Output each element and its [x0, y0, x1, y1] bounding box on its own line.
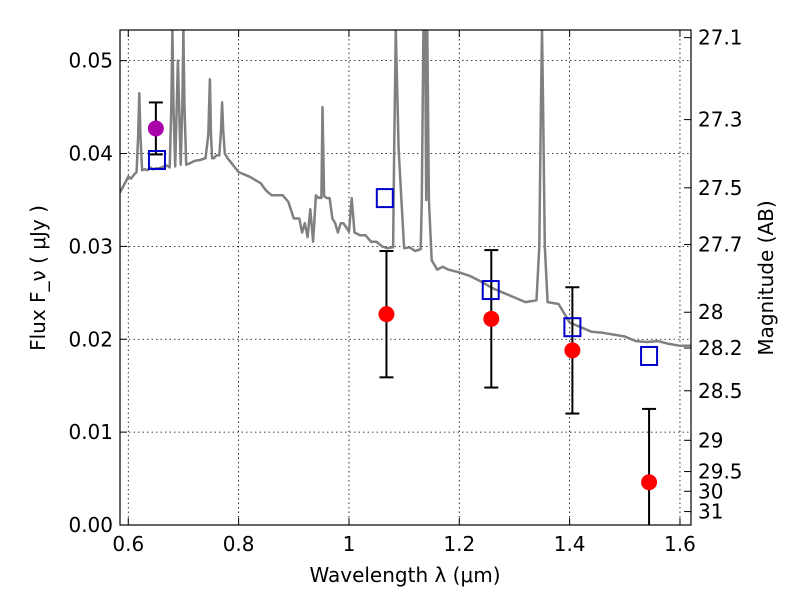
- x-axis-label: Wavelength λ (μm): [309, 563, 500, 587]
- y2-tick-label: 29.5: [698, 460, 743, 484]
- observed-point: [641, 474, 658, 491]
- observed-point: [483, 310, 500, 327]
- y2-axis-label: Magnitude (AB): [754, 200, 778, 355]
- y-tick-label: 0.00: [68, 513, 113, 537]
- x-tick-label: 0.6: [112, 532, 144, 556]
- y2-tick-label: 29: [698, 428, 723, 452]
- y2-tick-label: 28.5: [698, 379, 743, 403]
- y-tick-label: 0.05: [68, 49, 113, 73]
- y2-tick-label: 30: [698, 479, 723, 503]
- y2-tick-label: 31: [698, 500, 723, 524]
- plot-frame: [119, 29, 692, 526]
- y2-tick-label: 28: [698, 300, 723, 324]
- y-tick-label: 0.01: [68, 420, 113, 444]
- y-tick-label: 0.02: [68, 327, 113, 351]
- y-axis-label: Flux F_ν ( μJy ): [26, 205, 50, 351]
- y2-tick-label: 27.1: [698, 26, 743, 50]
- data-layer: [120, 30, 691, 525]
- x-tick-label: 1.6: [664, 532, 696, 556]
- y-tick-label: 0.04: [68, 142, 113, 166]
- y2-tick-label: 27.5: [698, 176, 743, 200]
- ticks: 0.6 0.8 1 1.2 1.4 1.6 0.00 0.01 0.02 0.03 0.04 0.05…: [68, 26, 742, 556]
- observed-point: [378, 306, 395, 323]
- model-photometry-point: [640, 345, 659, 366]
- model-photometry-point: [563, 317, 582, 338]
- y2-tick-label: 27.7: [698, 233, 743, 257]
- model-spectrum-line: [120, 30, 691, 348]
- x-tick-label: 1.2: [443, 532, 475, 556]
- model-photometry-point: [375, 188, 394, 209]
- data-group: [120, 30, 691, 525]
- x-tick-label: 0.8: [223, 532, 255, 556]
- observed-alt-point: [147, 120, 164, 137]
- observed-point: [564, 342, 581, 359]
- model-photometry-point: [481, 280, 500, 301]
- model-photometry-point: [147, 150, 166, 171]
- y2-tick-label: 28.2: [698, 336, 743, 360]
- x-tick-label: 1: [343, 532, 356, 556]
- x-tick-label: 1.4: [554, 532, 586, 556]
- plot-background: [120, 30, 691, 525]
- y2-tick-label: 27.3: [698, 108, 743, 132]
- y-tick-label: 0.03: [68, 234, 113, 258]
